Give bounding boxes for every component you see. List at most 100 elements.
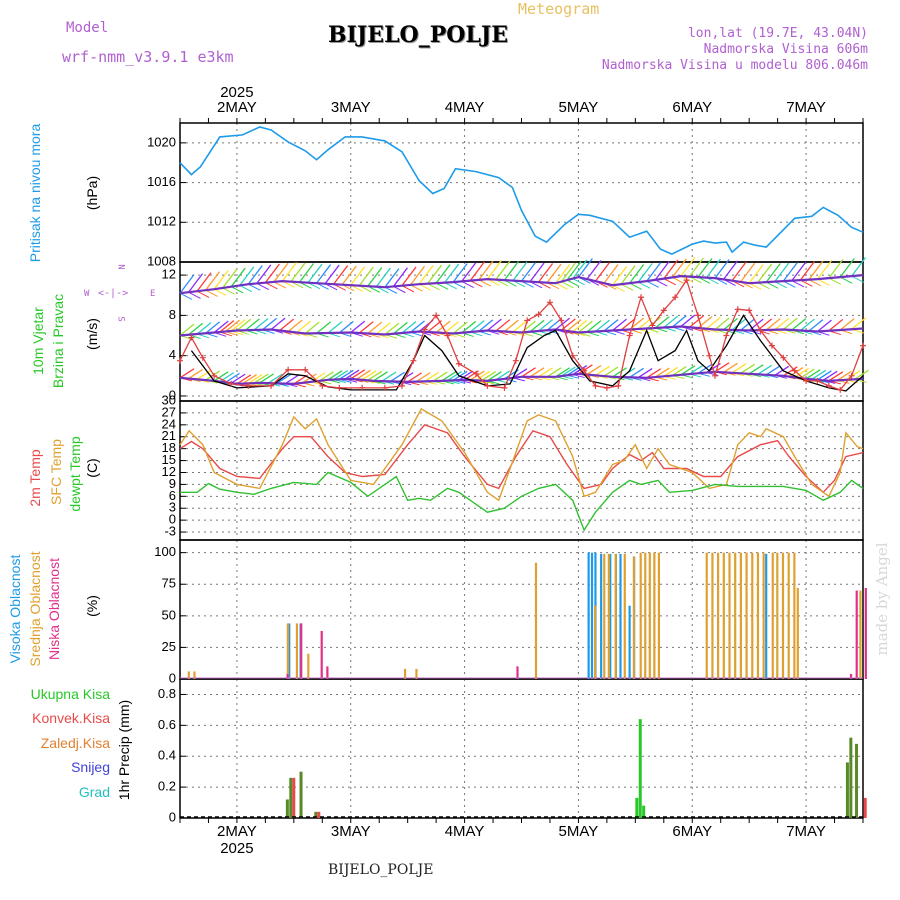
cloud-bar xyxy=(320,630,323,679)
wind-speed-marker xyxy=(501,384,508,391)
cloud-bar xyxy=(756,552,760,679)
wind-speed-marker xyxy=(780,354,787,361)
wind-barb xyxy=(356,369,371,380)
model-elevation-text: Nadmorska Visina u modelu 806.046m xyxy=(601,58,868,73)
year-label-bottom: 2025 xyxy=(220,840,253,857)
temp-line xyxy=(179,407,864,502)
wind-barb xyxy=(435,264,451,284)
wind-barb xyxy=(236,374,252,385)
wind-barb xyxy=(367,267,383,287)
wind-barb xyxy=(654,367,670,378)
wind-barb xyxy=(577,258,593,278)
wind-barb xyxy=(307,263,323,284)
wind-speed-marker xyxy=(245,382,252,389)
wind-barb xyxy=(594,262,611,282)
wind-barb xyxy=(239,284,252,293)
wind-barb xyxy=(358,266,374,287)
precip-tick-label: 0.4 xyxy=(158,748,176,763)
lonlat-text: lon,lat (19.7E, 43.04N) xyxy=(687,26,868,41)
wind-tick-label: 8 xyxy=(169,307,176,322)
wind-barb xyxy=(304,321,320,335)
wind-barb xyxy=(486,318,502,331)
wind-barb xyxy=(273,262,289,283)
wind-speed-marker xyxy=(683,277,690,284)
cloud-bar xyxy=(295,623,299,679)
wind-barb xyxy=(410,320,425,333)
pressure-tick-label: 1020 xyxy=(147,134,176,149)
wind-barb xyxy=(654,316,670,329)
wind-barb xyxy=(213,320,229,334)
wind-barb xyxy=(828,371,844,382)
wind-barb xyxy=(566,319,582,332)
wind-barb xyxy=(247,373,263,384)
wind-speed-marker xyxy=(615,382,622,389)
wind-barb xyxy=(444,321,460,334)
wind-barb xyxy=(748,318,764,331)
cloud-bar xyxy=(739,552,742,679)
cloud-bar xyxy=(307,653,310,679)
year-label-top: 2025 xyxy=(220,84,253,101)
cloud-tick-label: 50 xyxy=(162,607,176,622)
wind-barb xyxy=(757,282,770,290)
wind-speed-marker xyxy=(524,317,531,324)
cloud-bar xyxy=(717,552,720,679)
model-name: wrf-nmm_v3.9.1 e3km xyxy=(62,48,234,66)
wind-speed-marker xyxy=(723,332,730,339)
wind-barb xyxy=(262,317,277,331)
wind-speed-marker xyxy=(734,306,741,313)
wind-barb xyxy=(435,282,449,290)
wind-barb xyxy=(808,279,822,287)
cloud-bar xyxy=(644,552,647,679)
wind-speed-marker xyxy=(444,332,451,339)
wind-barb xyxy=(791,318,807,331)
cloud-bar xyxy=(793,552,796,679)
wind-barb xyxy=(512,320,528,333)
wind-barb xyxy=(469,320,485,333)
cloud-bar xyxy=(781,552,785,679)
cloud-bar xyxy=(648,552,651,679)
cloud-frame xyxy=(179,539,864,680)
cloud-bar xyxy=(762,552,765,679)
wind-barb xyxy=(407,372,423,383)
wind-barb xyxy=(327,321,343,334)
precip-frame xyxy=(179,678,864,819)
wind-speed-marker xyxy=(381,384,388,391)
wind-barb xyxy=(287,319,303,333)
wind-barb xyxy=(230,267,246,288)
wind-speed-marker xyxy=(803,377,810,384)
cloud-bar xyxy=(722,552,725,679)
wind-barb xyxy=(390,371,405,382)
wind-tick-label: 0 xyxy=(169,387,176,402)
wind-barb xyxy=(196,272,212,292)
wind-barb xyxy=(837,370,852,381)
temp-tick-label: 9 xyxy=(169,476,176,491)
wind-barb xyxy=(486,371,502,382)
wind-barb xyxy=(757,364,773,375)
wind-barb xyxy=(392,267,408,287)
wind-barb xyxy=(586,260,602,280)
wind-barb xyxy=(688,257,704,277)
wind-barb xyxy=(663,259,679,280)
precip-bar xyxy=(299,771,303,818)
wind-barb xyxy=(646,280,659,288)
wind-speed-marker xyxy=(285,366,292,373)
temp-tick-label: -3 xyxy=(164,523,176,538)
wind-barb xyxy=(225,372,240,383)
wind-barb xyxy=(791,261,807,282)
wind-direction-line xyxy=(179,274,864,295)
station-title: BIJELO_POLJE xyxy=(328,22,509,48)
wind-barb xyxy=(603,366,619,377)
pressure-line xyxy=(179,126,864,255)
wind-barb xyxy=(196,322,212,335)
cloud-bar xyxy=(623,553,626,679)
wind-barb xyxy=(555,367,571,378)
wind-barb xyxy=(512,368,528,379)
wind-barb xyxy=(655,279,668,287)
wind-barb xyxy=(361,370,377,381)
wind-barb xyxy=(663,315,679,328)
wind-barb xyxy=(586,320,602,333)
cloud-bar xyxy=(193,671,196,679)
wind-barb xyxy=(663,366,679,377)
cloud-bar xyxy=(859,590,862,679)
cloud-bar xyxy=(728,552,731,679)
